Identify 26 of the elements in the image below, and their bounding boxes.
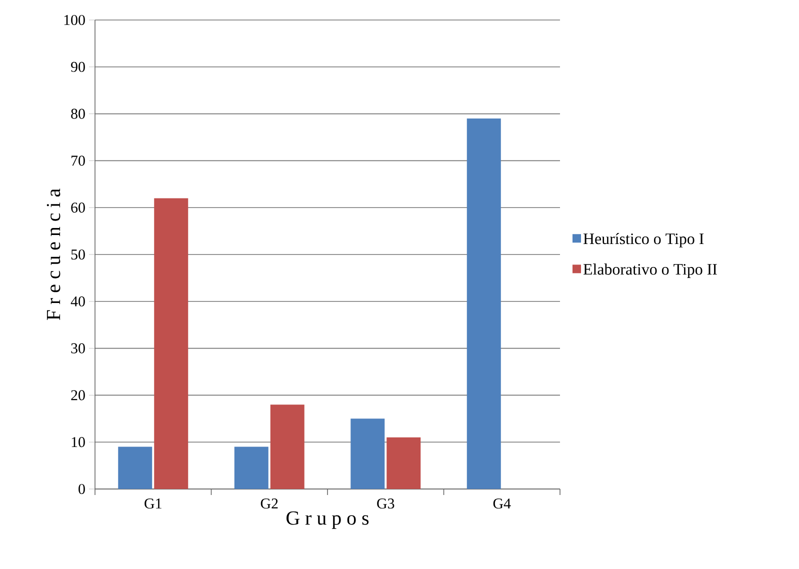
bar xyxy=(350,418,385,489)
bar xyxy=(466,118,501,489)
y-tick-label: 30 xyxy=(71,343,85,354)
legend-label: Elaborativo o Tipo II xyxy=(583,264,717,278)
bar xyxy=(270,404,304,489)
x-tick-label: G2 xyxy=(260,498,278,509)
x-tick-label: G3 xyxy=(377,498,394,509)
x-axis-title: G r u p o s xyxy=(286,511,369,529)
y-tick-label: 0 xyxy=(78,484,85,494)
y-tick-label: 90 xyxy=(71,62,85,72)
y-tick-label: 80 xyxy=(71,108,85,119)
y-tick-label: 70 xyxy=(72,156,85,166)
x-tick-label: G1 xyxy=(144,498,162,509)
bar xyxy=(154,198,188,489)
bar xyxy=(234,446,268,489)
bar xyxy=(118,446,152,489)
y-tick-label: 100 xyxy=(64,14,85,26)
bar xyxy=(386,437,421,489)
legend-label: Heurístico o Tipo I xyxy=(583,232,704,248)
y-tick-label: 60 xyxy=(71,202,85,213)
y-tick-label: 50 xyxy=(71,249,85,260)
y-axis-title: F r e c u e n c i a xyxy=(46,188,60,320)
x-tick-label: G4 xyxy=(493,498,511,509)
y-tick-label: 10 xyxy=(72,437,85,448)
y-tick-label: 20 xyxy=(71,390,85,400)
y-tick-label: 40 xyxy=(70,296,85,306)
